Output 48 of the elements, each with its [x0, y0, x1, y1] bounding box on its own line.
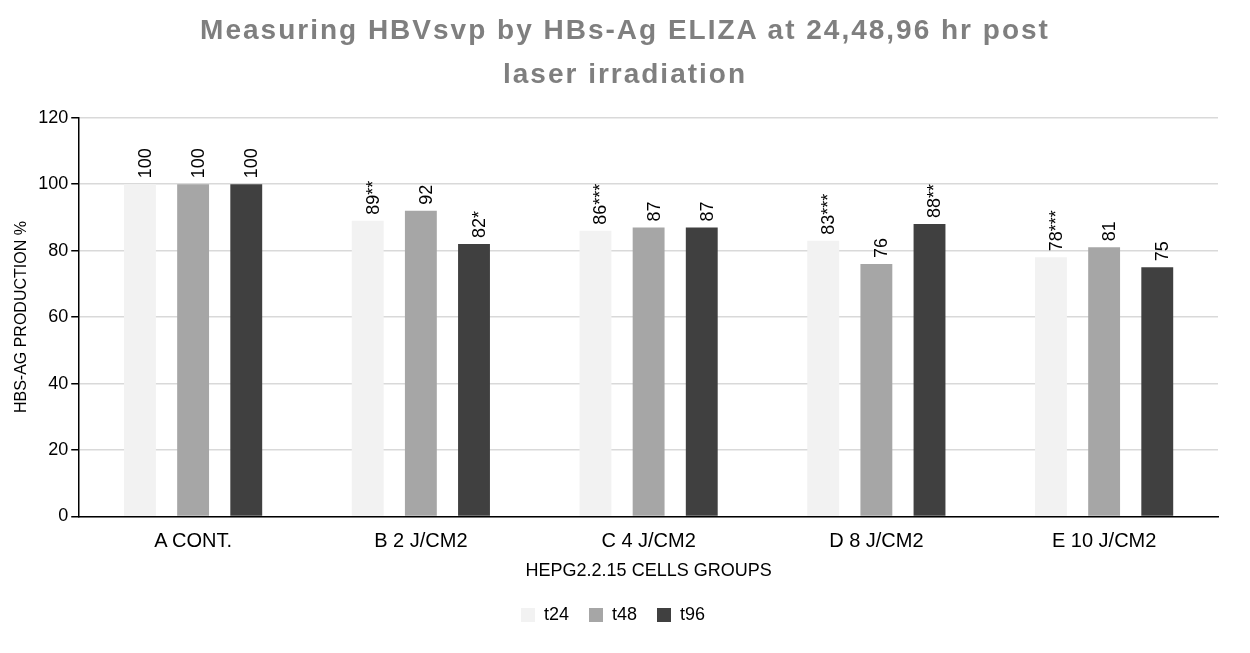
data-label: 76: [871, 237, 892, 258]
x-tick-label: A CONT.: [154, 528, 233, 551]
x-tick-label: B 2 J/CM2: [374, 528, 468, 551]
data-label: 86***: [590, 183, 611, 225]
bar: [860, 263, 893, 516]
bar: [177, 184, 210, 516]
legend-label: t24: [543, 603, 569, 624]
y-axis-title: HBS-AG PRODUCTION %: [12, 221, 30, 414]
data-label: 82*: [468, 210, 489, 239]
x-axis-title: HEPG2.2.15 CELLS GROUPS: [525, 560, 772, 581]
bar: [579, 230, 612, 516]
data-label: 75: [1152, 241, 1173, 262]
data-label: 100: [241, 148, 262, 179]
y-tick-label: 100: [38, 173, 69, 194]
bar: [807, 240, 840, 516]
y-tick-label: 60: [48, 306, 69, 327]
y-tick-label: 20: [48, 438, 69, 459]
bar: [404, 210, 437, 516]
x-tick-label: C 4 J/CM2: [601, 528, 696, 551]
legend-label: t96: [680, 603, 706, 624]
y-tick-label: 80: [48, 239, 69, 260]
bar: [230, 184, 263, 516]
data-label: 83***: [818, 193, 839, 235]
data-label: 100: [188, 148, 209, 179]
bar: [1141, 267, 1174, 516]
chart-title: Measuring HBVsvp by HBs-Ag ELIZA at 24,48,96 hr post laser irradiation: [199, 13, 1051, 91]
bar: [351, 220, 384, 516]
y-tick-label: 40: [48, 372, 69, 393]
data-label: 89**: [362, 180, 383, 215]
data-label: 87: [643, 201, 664, 222]
x-tick-label: E 10 J/CM2: [1051, 528, 1157, 551]
data-label: 87: [696, 201, 717, 222]
bar: [1088, 247, 1121, 516]
y-tick-label: 0: [58, 505, 69, 526]
data-label: 78***: [1045, 210, 1066, 252]
data-label: 88**: [924, 184, 945, 219]
x-tick-label: D 8 J/CM2: [829, 528, 924, 551]
bar: [458, 244, 490, 516]
data-label: 92: [415, 184, 436, 205]
y-tick-label: 120: [38, 106, 69, 127]
data-label: 81: [1099, 221, 1120, 242]
bar: [1035, 257, 1067, 516]
bar: [632, 227, 665, 516]
data-label: 100: [134, 148, 155, 179]
bar: [685, 227, 718, 516]
legend-label: t48: [611, 603, 638, 624]
bar: [124, 184, 156, 516]
bar: [913, 224, 946, 516]
